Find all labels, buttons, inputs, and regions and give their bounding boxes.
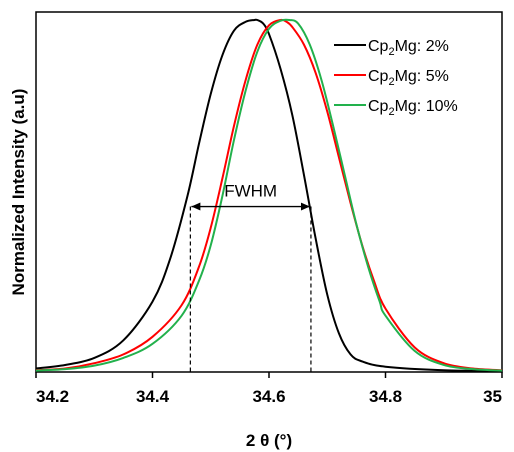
fwhm-label: FWHM [224, 182, 277, 201]
series-line-1 [35, 18, 503, 372]
plot-area-border [35, 11, 503, 373]
x-axis-title: 2 θ (°) [246, 431, 292, 450]
fwhm-annotation: FWHM [189, 182, 312, 372]
legend-label-1: Cp2Mg: 2% [368, 38, 449, 58]
x-tick-label: 34.2 [36, 387, 69, 406]
y-axis-title: Normalized Intensity (a.u) [9, 89, 28, 296]
legend-label-3: Cp2Mg: 10% [368, 98, 458, 118]
x-tick-label: 34.8 [369, 387, 402, 406]
x-tick-label: 35 [483, 387, 502, 406]
series-line-3 [35, 18, 503, 372]
legend: Cp2Mg: 2% Cp2Mg: 5% Cp2Mg: 10% [334, 38, 458, 118]
legend-label-2: Cp2Mg: 5% [368, 68, 449, 88]
series-layer [35, 18, 503, 372]
x-tick-label: 34.6 [252, 387, 285, 406]
x-tick-label: 34.4 [136, 387, 170, 406]
x-axis-ticks: 34.2 34.4 34.6 34.8 35 [35, 372, 503, 406]
